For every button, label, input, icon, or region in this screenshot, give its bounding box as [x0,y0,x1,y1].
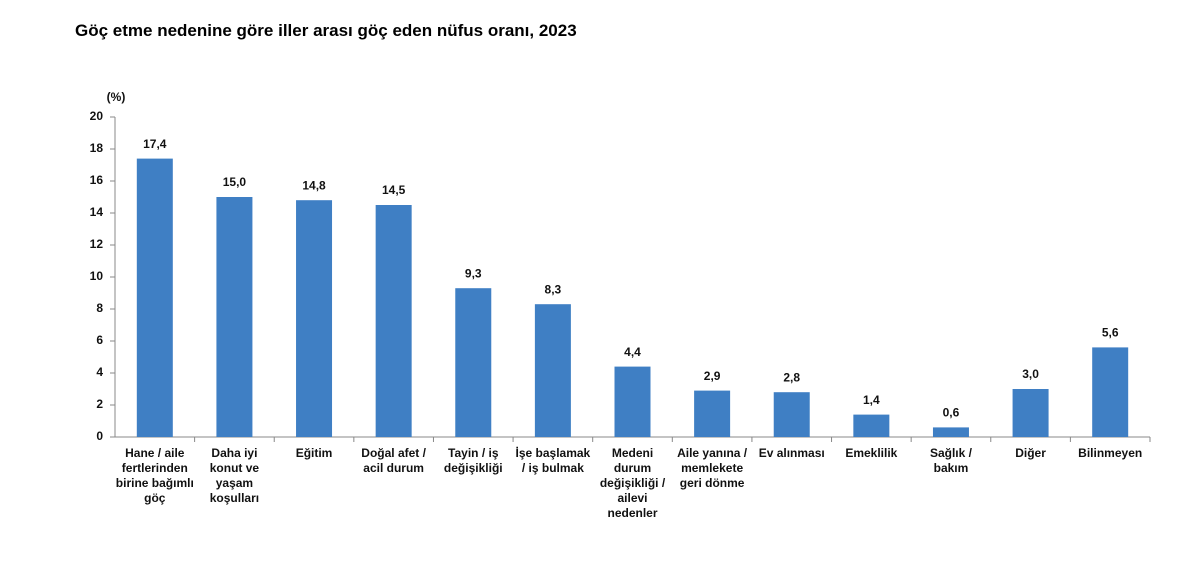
x-tick-label: Sağlık / bakım [929,446,972,475]
y-tick-label: 0 [96,429,103,443]
x-tick-label: Doğal afet / acil durum [361,446,426,475]
value-label: 3,0 [1022,367,1039,381]
y-axis-label: (%) [107,90,126,104]
y-tick-label: 6 [96,333,103,347]
value-label: 0,6 [943,406,960,420]
x-tick-label: Emeklilik [845,446,898,460]
value-label: 15,0 [223,175,247,189]
bar [932,427,969,437]
bar [1092,347,1129,437]
bar [216,197,253,437]
x-tick-label: Diğer [1015,446,1046,460]
x-tick-label: İşe başlamak / iş bulmak [515,446,591,475]
bar [455,288,492,437]
value-label: 2,9 [704,369,721,383]
value-label: 14,5 [382,183,406,197]
value-label: 5,6 [1102,326,1119,340]
y-tick-label: 12 [90,237,104,251]
y-tick-label: 16 [90,173,104,187]
bar [614,366,651,437]
bar [853,414,890,437]
bar [773,392,810,437]
bar [136,158,173,437]
y-tick-label: 2 [96,397,103,411]
x-tick-label: Medeni durum değişikliği / ailevi nedenl… [599,446,666,520]
value-label: 4,4 [624,345,641,359]
value-label: 9,3 [465,266,482,280]
bar [1012,389,1049,437]
x-tick-label: Ev alınması [758,446,825,460]
x-tick-label: Aile yanına / memlekete geri dönme [677,446,748,490]
value-label: 2,8 [783,370,800,384]
bar [296,200,333,437]
bar [694,390,731,437]
x-tick-label: Hane / aile fertlerinden birine bağımlı … [115,446,194,505]
y-tick-label: 4 [96,365,103,379]
y-tick-label: 14 [90,205,104,219]
value-label: 17,4 [143,137,167,151]
y-tick-label: 20 [90,109,104,123]
x-tick-label: Tayin / iş değişikliği [443,446,503,475]
y-tick-label: 18 [90,141,104,155]
value-label: 14,8 [302,178,326,192]
y-tick-label: 8 [96,301,103,315]
value-label: 1,4 [863,393,880,407]
value-label: 8,3 [545,282,562,296]
chart-title: Göç etme nedenine göre iller arası göç e… [75,21,577,40]
bar [534,304,571,437]
bar [375,205,412,437]
x-tick-label: Daha iyi konut ve yaşam koşulları [209,446,260,505]
x-tick-label: Bilinmeyen [1078,446,1143,460]
y-tick-label: 10 [90,269,104,283]
x-tick-label: Eğitim [295,446,333,460]
